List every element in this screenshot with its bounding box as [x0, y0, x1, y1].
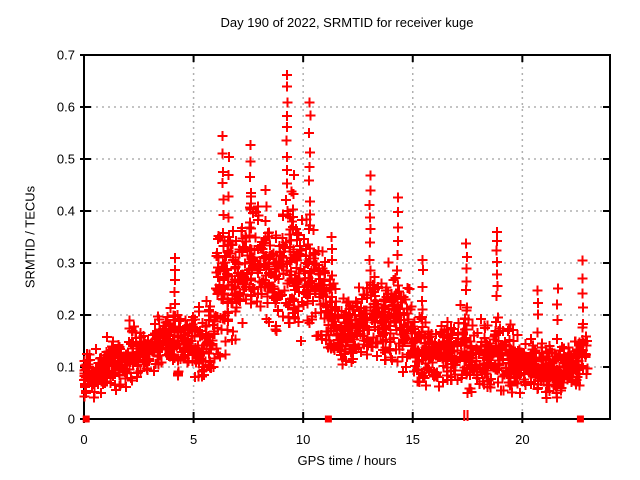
baseline-square-marker [82, 415, 90, 423]
x-axis-label: GPS time / hours [297, 453, 397, 468]
x-tick-label: 15 [406, 432, 420, 447]
y-tick-label: 0.4 [57, 204, 75, 219]
y-tick-label: 0.3 [57, 256, 75, 271]
baseline-square-marker [324, 415, 332, 423]
baseline-tick-marker [463, 410, 466, 421]
y-tick-label: 0 [68, 412, 75, 427]
x-tick-label: 5 [190, 432, 197, 447]
baseline-square-marker [576, 415, 584, 423]
y-tick-label: 0.6 [57, 100, 75, 115]
y-axis-label: SRMTID / TECUs [22, 185, 38, 289]
plot-border [83, 54, 611, 420]
y-tick-label: 0.1 [57, 360, 75, 375]
y-tick-label: 0.2 [57, 308, 75, 323]
tick-labels: 0 5 10 15 20 0 0.1 0.2 0.3 0.4 0.5 0.6 0.7 [57, 48, 530, 448]
chart-title: Day 190 of 2022, SRMTID for receiver kug… [220, 15, 474, 30]
data-points [79, 70, 593, 403]
y-tick-label: 0.7 [57, 48, 75, 63]
x-tick-label: 10 [296, 432, 310, 447]
x-tick-label: 20 [515, 432, 529, 447]
zero-line-markers [82, 410, 584, 423]
baseline-tick-marker [466, 410, 469, 421]
axes [80, 54, 611, 423]
x-tick-label: 0 [80, 432, 87, 447]
y-tick-label: 0.5 [57, 152, 75, 167]
